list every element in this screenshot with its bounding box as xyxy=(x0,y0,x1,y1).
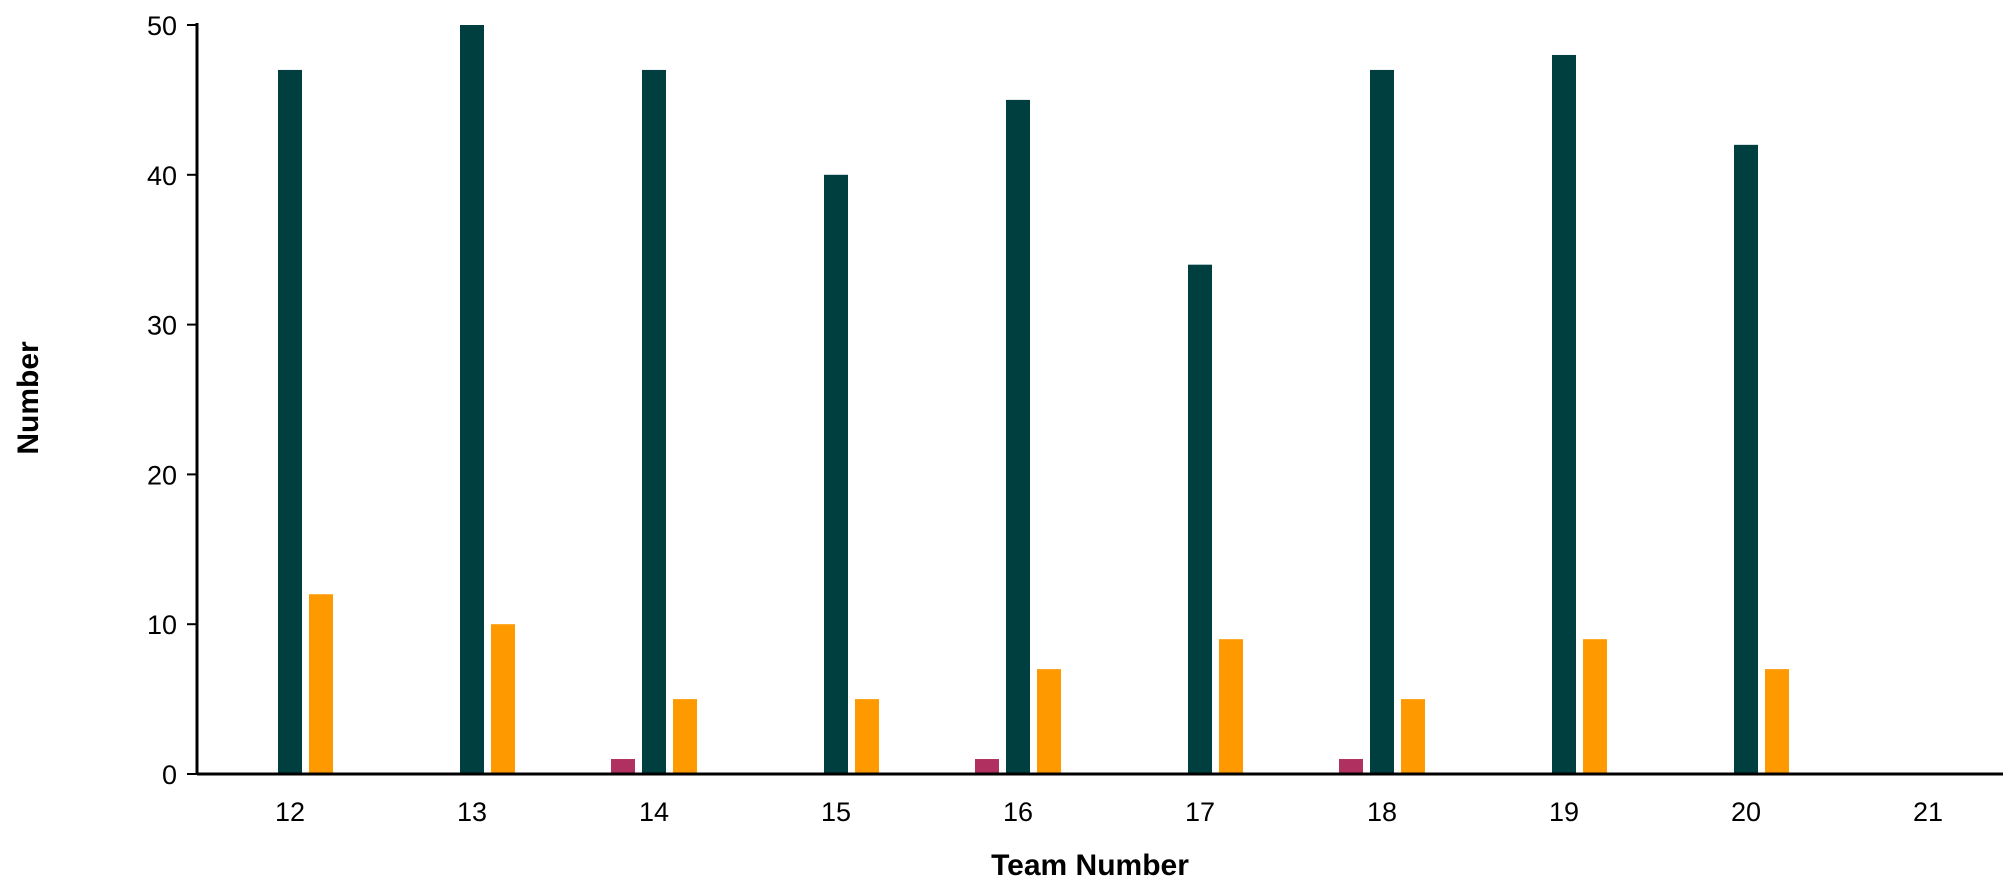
x-tick-label: 17 xyxy=(1185,797,1215,827)
bar-series-2-team-14 xyxy=(642,69,666,774)
bar-series-3-team-20 xyxy=(1765,669,1789,774)
bar-series-2-team-15 xyxy=(824,174,848,775)
y-axis-ticks: 0 10 20 30 40 50 xyxy=(147,11,197,790)
x-tick-label: 15 xyxy=(821,797,851,827)
y-tick-label: 20 xyxy=(147,460,177,490)
bar-series-3-team-15 xyxy=(855,699,879,774)
x-tick-label: 12 xyxy=(275,797,305,827)
y-axis-title: Number xyxy=(12,341,45,455)
y-tick-label: 30 xyxy=(147,311,177,341)
bar-series-3-team-12 xyxy=(309,594,333,774)
x-tick-label: 20 xyxy=(1731,797,1761,827)
x-tick-label: 21 xyxy=(1913,797,1943,827)
bar-series-3-team-14 xyxy=(673,699,697,774)
x-tick-label: 16 xyxy=(1003,797,1033,827)
bar-series-2-team-13 xyxy=(460,25,484,774)
y-tick-label: 0 xyxy=(162,760,177,790)
bar-series-3-team-17 xyxy=(1219,639,1243,774)
bar-series-2-team-12 xyxy=(278,69,302,774)
x-tick-label: 18 xyxy=(1367,797,1397,827)
bar-series-2-team-20 xyxy=(1734,144,1758,775)
bar-series-3-team-18 xyxy=(1401,699,1425,774)
x-tick-label: 14 xyxy=(639,797,669,827)
x-tick-label: 13 xyxy=(457,797,487,827)
bar-series-2-team-18 xyxy=(1370,69,1394,774)
x-axis-ticks: 12 13 14 15 16 17 18 19 20 21 xyxy=(275,797,1943,827)
bar-series-2-team-19 xyxy=(1552,54,1576,774)
y-tick-label: 50 xyxy=(147,11,177,41)
y-tick-label: 40 xyxy=(147,161,177,191)
y-tick-label: 10 xyxy=(147,610,177,640)
bar-series-1-team-14 xyxy=(611,759,635,774)
x-axis-title: Team Number xyxy=(991,849,1189,879)
bar-series-3-team-19 xyxy=(1583,639,1607,774)
bar-series-1-team-18 xyxy=(1339,759,1363,774)
bar-series-1-team-16 xyxy=(975,759,999,774)
bars-group xyxy=(278,25,1789,775)
bar-series-2-team-16 xyxy=(1006,99,1030,774)
bar-series-3-team-13 xyxy=(491,624,515,774)
bar-series-2-team-17 xyxy=(1188,264,1212,774)
bar-series-3-team-16 xyxy=(1037,669,1061,774)
x-tick-label: 19 xyxy=(1549,797,1579,827)
